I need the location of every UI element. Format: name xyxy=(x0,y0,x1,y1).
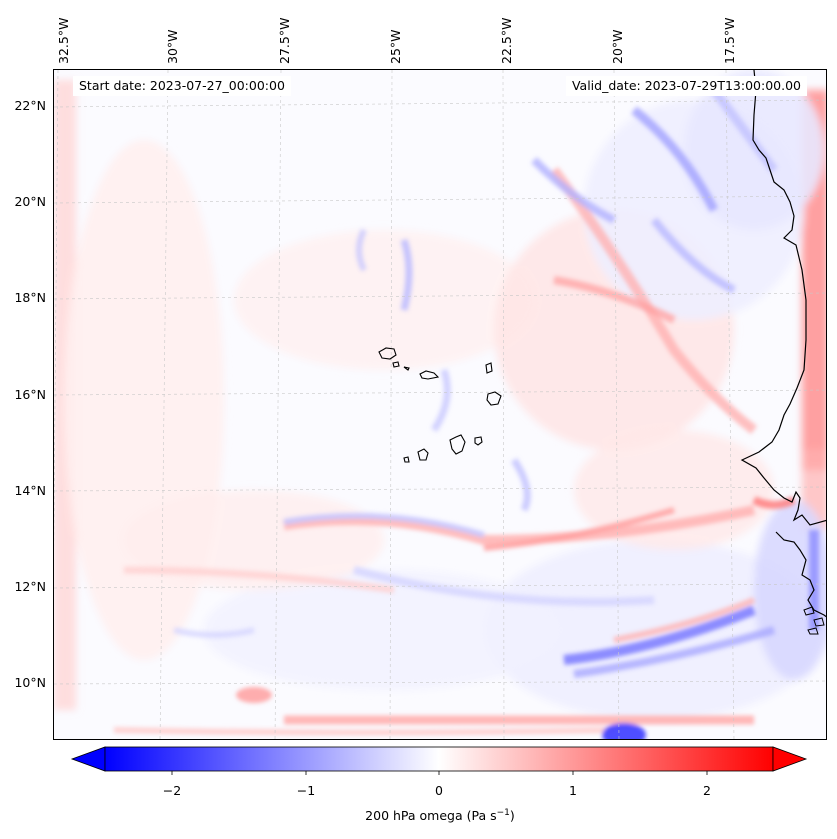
colorbar-tick-label: −1 xyxy=(296,783,316,798)
lon-label-27-5w: 27.5°W xyxy=(277,17,292,64)
units-exponent: −1 xyxy=(496,808,510,818)
colorbar-tick-label: 0 xyxy=(435,783,443,798)
lat-label-22n: 22°N xyxy=(14,98,46,113)
lon-label-17-5w: 17.5°W xyxy=(722,17,737,64)
lat-label-20n: 20°N xyxy=(14,194,46,209)
omega-map xyxy=(53,69,827,740)
lon-label-20w: 20°W xyxy=(610,29,625,64)
lon-label-32-5w: 32.5°W xyxy=(56,17,71,64)
variable-name: 200 hPa omega xyxy=(365,808,463,824)
omega-field xyxy=(54,70,826,739)
lat-label-10n: 10°N xyxy=(14,675,46,690)
units: Pa s xyxy=(471,808,497,824)
cape-verde-islands xyxy=(378,347,502,463)
graticule xyxy=(54,70,826,739)
colorbar-tick-label: 2 xyxy=(703,783,711,798)
africa-coastline xyxy=(740,70,826,526)
guinea-coastline xyxy=(775,531,826,618)
lon-label-25w: 25°W xyxy=(388,29,403,64)
valid-date-label: Valid_date: 2023-07-29T13:00:00.00 xyxy=(565,76,807,96)
lat-label-18n: 18°N xyxy=(14,290,46,305)
bissagos-islands xyxy=(803,606,825,635)
colorbar-tick-label: −2 xyxy=(162,783,182,798)
start-date-label: Start date: 2023-07-27_00:00:00 xyxy=(73,76,291,96)
lon-label-22-5w: 22.5°W xyxy=(499,17,514,64)
colorbar-high-extension xyxy=(772,746,808,772)
colorbar-label: 200 hPa omega (Pa s−1) xyxy=(365,808,515,824)
colorbar-gradient xyxy=(104,746,774,772)
lat-label-16n: 16°N xyxy=(14,387,46,402)
lat-label-12n: 12°N xyxy=(14,579,46,594)
omega-shading-bands xyxy=(113,87,819,739)
lon-label-30w: 30°W xyxy=(165,29,180,64)
lat-label-14n: 14°N xyxy=(14,483,46,498)
colorbar-low-extension xyxy=(70,746,106,772)
colorbar-tick-label: 1 xyxy=(569,783,577,798)
